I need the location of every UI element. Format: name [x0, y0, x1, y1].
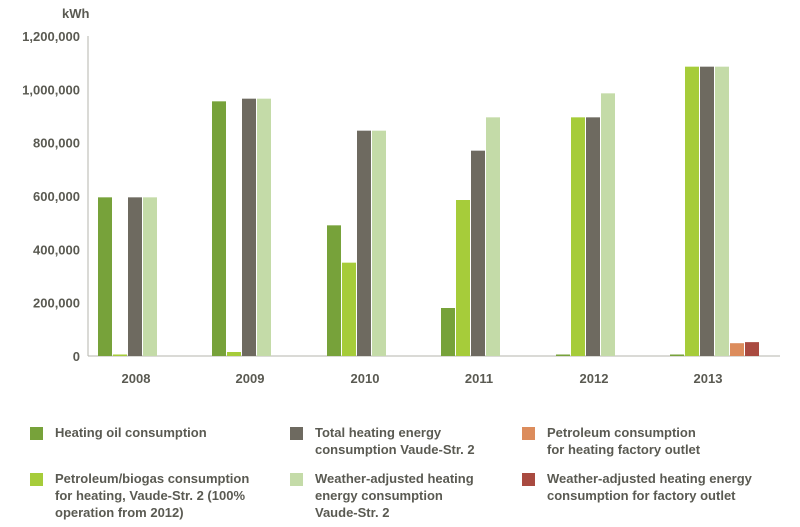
- bar-2012-series-1: [571, 117, 585, 356]
- legend-label: Petroleum/biogas consumption for heating…: [55, 471, 250, 520]
- bar-2013-series-5: [745, 342, 759, 356]
- y-tick-label: 1,000,000: [22, 82, 80, 97]
- bar-2012-series-0: [556, 354, 570, 356]
- bar-2011-series-3: [486, 117, 500, 356]
- y-tick-label: 400,000: [33, 242, 80, 257]
- legend-item-petroleum-biogas: Petroleum/biogas consumption for heating…: [30, 470, 249, 521]
- bar-2013-series-0: [670, 354, 684, 356]
- bar-2012-series-2: [586, 117, 600, 356]
- bar-2010-series-3: [372, 130, 386, 356]
- x-tick-label: 2008: [122, 371, 151, 386]
- bar-2011-series-0: [441, 308, 455, 356]
- legend-label: Petroleum consumption for heating factor…: [547, 425, 701, 457]
- bar-2010-series-2: [357, 130, 371, 356]
- x-tick-label: 2010: [351, 371, 380, 386]
- x-tick-label: 2009: [236, 371, 265, 386]
- legend-item-heating-oil: Heating oil consumption: [30, 424, 207, 441]
- bar-2010-series-1: [342, 262, 356, 356]
- bar-2013-series-1: [685, 66, 699, 357]
- y-tick-label: 800,000: [33, 136, 80, 151]
- y-tick-label: 600,000: [33, 189, 80, 204]
- bar-2009-series-3: [257, 98, 271, 357]
- legend-swatch: [290, 473, 303, 486]
- legend-label: Total heating energy consumption Vaude-S…: [315, 425, 475, 457]
- legend-item-total-heating: Total heating energy consumption Vaude-S…: [290, 424, 475, 458]
- bar-2008-series-3: [143, 197, 157, 356]
- bar-chart: kWh 0 200,000 400,000 600,000 800,000 1,000,0…: [22, 6, 780, 386]
- bar-2008-series-2: [128, 197, 142, 356]
- legend: Heating oil consumption Petroleum/biogas…: [0, 410, 800, 527]
- bars: [98, 66, 759, 357]
- legend-swatch: [522, 427, 535, 440]
- bar-2011-series-1: [456, 200, 470, 356]
- legend-swatch: [30, 473, 43, 486]
- bar-2013-series-4: [730, 343, 744, 356]
- y-tick-label: 1,200,000: [22, 29, 80, 44]
- legend-swatch: [30, 427, 43, 440]
- legend-item-weather-adjusted-outlet: Weather-adjusted heating energy consumpt…: [522, 470, 752, 504]
- legend-label: Weather-adjusted heating energy consumpt…: [315, 471, 474, 520]
- bar-2013-series-3: [715, 66, 729, 357]
- bar-2013-series-2: [700, 66, 714, 357]
- bar-2008-series-1: [113, 354, 127, 356]
- bar-2010-series-0: [327, 225, 341, 356]
- legend-swatch: [290, 427, 303, 440]
- x-axis-ticks: 2008 2009 2010 2011 2012 2013: [122, 371, 723, 386]
- legend-label: Weather-adjusted heating energy consumpt…: [547, 471, 752, 503]
- legend-item-weather-adjusted: Weather-adjusted heating energy consumpt…: [290, 470, 474, 521]
- y-axis-ticks: 0 200,000 400,000 600,000 800,000 1,000,000 1,…: [22, 29, 80, 364]
- bar-2012-series-3: [601, 93, 615, 356]
- legend-item-petroleum-outlet: Petroleum consumption for heating factor…: [522, 424, 700, 458]
- bar-2011-series-2: [471, 150, 485, 356]
- bar-2008-series-0: [98, 197, 112, 356]
- y-axis-unit: kWh: [62, 6, 90, 21]
- bar-2009-series-1: [227, 352, 241, 356]
- y-tick-label: 200,000: [33, 296, 80, 311]
- legend-label: Heating oil consumption: [55, 425, 207, 440]
- y-tick-label: 0: [73, 349, 80, 364]
- x-tick-label: 2013: [694, 371, 723, 386]
- bar-2009-series-2: [242, 98, 256, 357]
- bar-2009-series-0: [212, 101, 226, 356]
- x-tick-label: 2011: [465, 371, 493, 386]
- legend-swatch: [522, 473, 535, 486]
- x-tick-label: 2012: [580, 371, 609, 386]
